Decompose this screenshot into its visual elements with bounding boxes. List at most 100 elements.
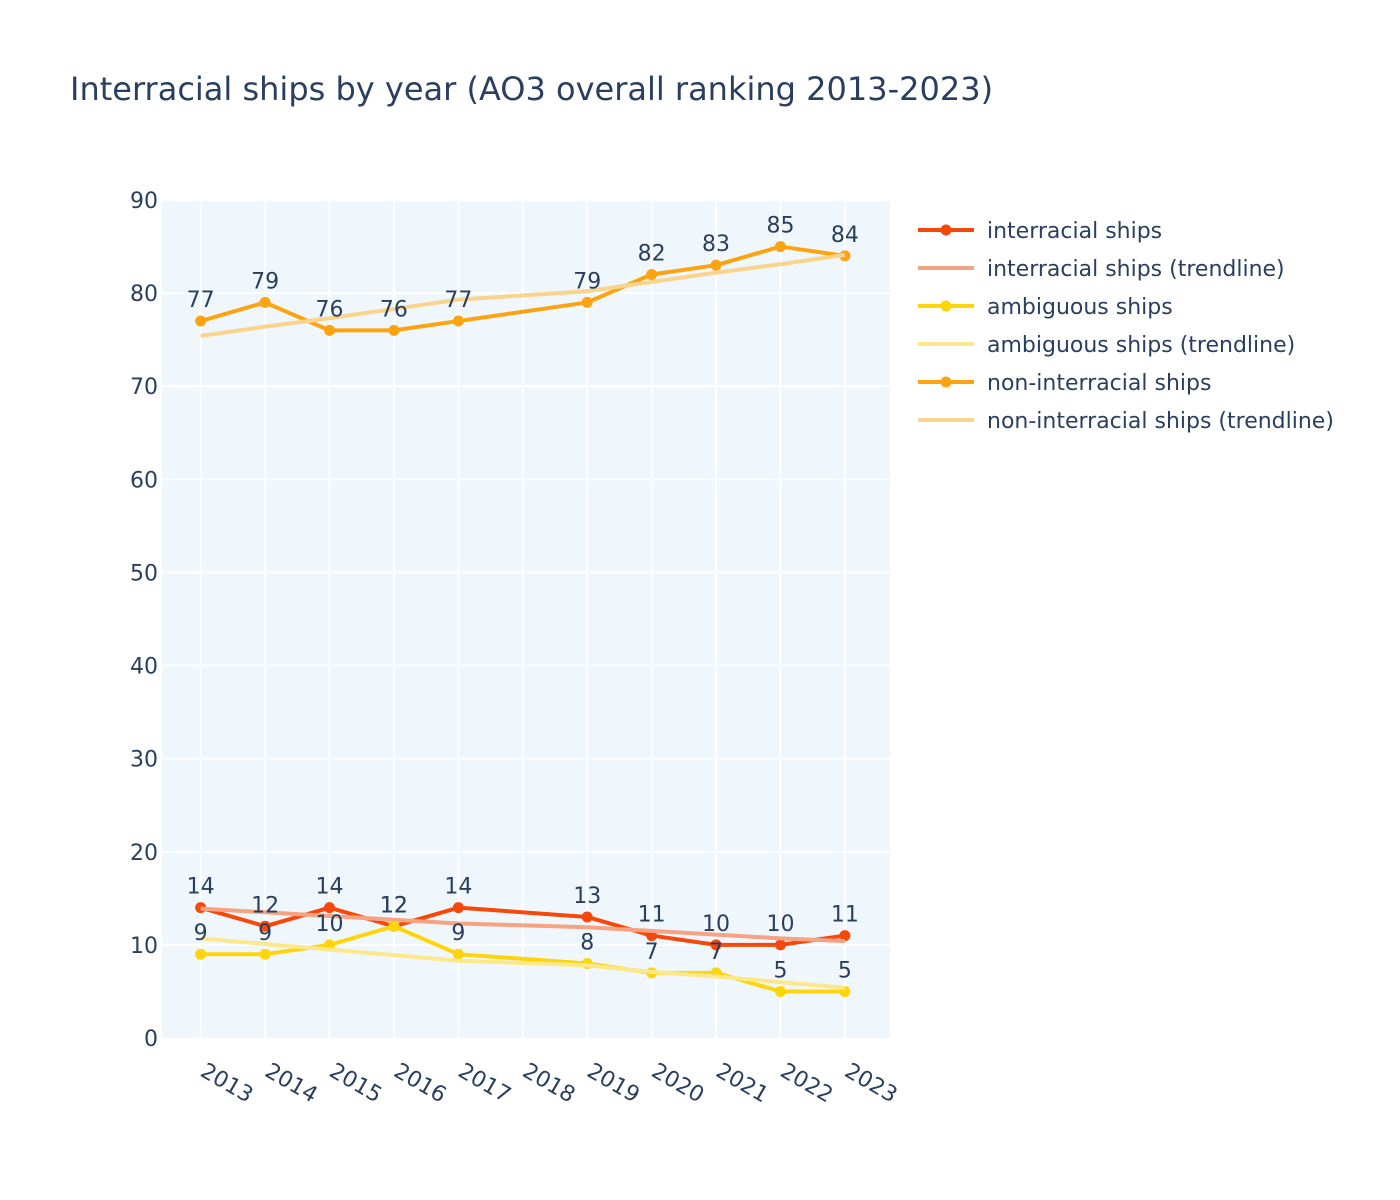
- data-point-ambiguous-ships: [774, 985, 786, 997]
- data-point-non-interracial-ships: [646, 268, 658, 280]
- chart-title: Interracial ships by year (AO3 overall r…: [70, 70, 993, 108]
- data-label-ambiguous-ships: 9: [194, 921, 208, 946]
- data-label-non-interracial-ships: 79: [573, 269, 601, 294]
- data-point-ambiguous-ships: [452, 948, 464, 960]
- data-point-non-interracial-ships: [324, 324, 336, 336]
- plot-area: [162, 200, 890, 1038]
- x-tick-label: 2018: [518, 1059, 579, 1109]
- data-point-ambiguous-ships: [195, 948, 207, 960]
- x-tick-label: 2017: [454, 1059, 515, 1109]
- x-tick-label: 2022: [776, 1059, 837, 1109]
- y-tick-label: 40: [130, 655, 158, 680]
- y-tick-label: 0: [144, 1027, 158, 1052]
- y-tick-label: 90: [130, 189, 158, 214]
- data-label-non-interracial-ships: 85: [766, 214, 794, 239]
- data-label-ambiguous-ships: 9: [451, 921, 465, 946]
- series-group: [195, 241, 851, 997]
- data-point-interracial-ships: [581, 911, 593, 923]
- data-label-interracial-ships: 10: [702, 912, 730, 937]
- y-tick-label: 70: [130, 375, 158, 400]
- data-label-non-interracial-ships: 77: [444, 288, 472, 313]
- series-non-interracial-ships-trendline: [200, 252, 846, 338]
- data-label-ambiguous-ships: 5: [773, 958, 787, 983]
- legend-label: non-interracial ships: [987, 371, 1211, 396]
- data-label-non-interracial-ships: 76: [380, 297, 408, 322]
- y-tick-label: 60: [130, 468, 158, 493]
- data-point-non-interracial-ships: [195, 315, 207, 327]
- legend-marker: [940, 224, 952, 236]
- legend-item-non-interracial-ships-trendline[interactable]: non-interracial ships (trendline): [918, 409, 1334, 434]
- data-point-interracial-ships: [452, 902, 464, 914]
- legend-item-non-interracial-ships[interactable]: non-interracial ships: [918, 371, 1211, 396]
- data-point-non-interracial-ships: [581, 296, 593, 308]
- data-point-non-interracial-ships: [774, 241, 786, 253]
- legend-label: non-interracial ships (trendline): [987, 409, 1334, 434]
- data-label-non-interracial-ships: 77: [187, 288, 215, 313]
- y-tick-label: 80: [130, 282, 158, 307]
- x-tick-label: 2016: [389, 1059, 450, 1109]
- legend-marker: [940, 376, 952, 388]
- data-point-non-interracial-ships: [452, 315, 464, 327]
- x-tick-label: 2015: [325, 1059, 386, 1109]
- x-tick-label: 2023: [840, 1059, 901, 1109]
- x-tick-label: 2013: [196, 1059, 257, 1109]
- y-tick-label: 50: [130, 561, 158, 586]
- data-point-ambiguous-ships: [388, 920, 400, 932]
- data-label-non-interracial-ships: 76: [316, 297, 344, 322]
- x-tick-label: 2019: [583, 1059, 644, 1109]
- series-line-non-interracial-ships-trendline: [200, 252, 846, 338]
- data-label-interracial-ships: 10: [766, 912, 794, 937]
- x-tick-label: 2021: [711, 1059, 772, 1109]
- data-label-interracial-ships: 12: [251, 893, 279, 918]
- y-tick-label: 30: [130, 748, 158, 773]
- data-label-ambiguous-ships: 12: [380, 893, 408, 918]
- data-label-non-interracial-ships: 84: [831, 223, 859, 248]
- data-label-interracial-ships: 12: [380, 893, 408, 918]
- legend-item-interracial-ships[interactable]: interracial ships: [918, 219, 1162, 244]
- data-label-ambiguous-ships: 7: [645, 940, 659, 965]
- legend-label: interracial ships: [987, 219, 1162, 244]
- legend-marker: [940, 300, 952, 312]
- series-non-interracial-ships: [195, 241, 851, 336]
- x-tick-label: 2020: [647, 1059, 708, 1109]
- y-tick-label: 10: [130, 934, 158, 959]
- x-tick-label: 2014: [260, 1059, 321, 1109]
- legend-label: ambiguous ships: [987, 295, 1173, 320]
- data-label-ambiguous-ships: 5: [838, 958, 852, 983]
- data-label-interracial-ships: 11: [638, 903, 666, 928]
- legend-label: ambiguous ships (trendline): [987, 333, 1295, 358]
- data-point-interracial-ships: [259, 920, 271, 932]
- gridlines: [162, 199, 890, 1038]
- data-label-interracial-ships: 14: [187, 875, 215, 900]
- data-point-interracial-ships: [324, 902, 336, 914]
- y-tick-label: 20: [130, 841, 158, 866]
- data-point-ambiguous-ships: [259, 948, 271, 960]
- series-line-ambiguous-ships-trendline: [200, 936, 846, 990]
- legend-item-interracial-ships-trendline[interactable]: interracial ships (trendline): [918, 257, 1285, 282]
- data-label-interracial-ships: 13: [573, 884, 601, 909]
- data-label-non-interracial-ships: 79: [251, 269, 279, 294]
- series-line-interracial-ships: [200, 905, 846, 947]
- data-label-non-interracial-ships: 82: [638, 241, 666, 266]
- data-point-non-interracial-ships: [259, 296, 271, 308]
- data-point-non-interracial-ships: [388, 324, 400, 336]
- legend-item-ambiguous-ships[interactable]: ambiguous ships: [918, 295, 1173, 320]
- data-label-ambiguous-ships: 8: [580, 931, 594, 956]
- series-interracial-ships-trendline: [200, 906, 845, 944]
- series-line-non-interracial-ships: [200, 244, 846, 333]
- data-label-interracial-ships: 11: [831, 903, 859, 928]
- data-label-interracial-ships: 14: [444, 875, 472, 900]
- legend[interactable]: interracial ships interracial ships (tren…: [918, 219, 1334, 434]
- data-point-interracial-ships: [839, 930, 851, 942]
- data-point-interracial-ships: [710, 939, 722, 951]
- series-line-interracial-ships-trendline: [200, 906, 845, 944]
- data-label-non-interracial-ships: 83: [702, 232, 730, 257]
- data-label-ambiguous-ships: 10: [316, 912, 344, 937]
- data-label-ambiguous-ships: 9: [258, 921, 272, 946]
- legend-item-ambiguous-ships-trendline[interactable]: ambiguous ships (trendline): [918, 333, 1295, 358]
- series-line-ambiguous-ships: [200, 924, 845, 994]
- legend-label: interracial ships (trendline): [987, 257, 1285, 282]
